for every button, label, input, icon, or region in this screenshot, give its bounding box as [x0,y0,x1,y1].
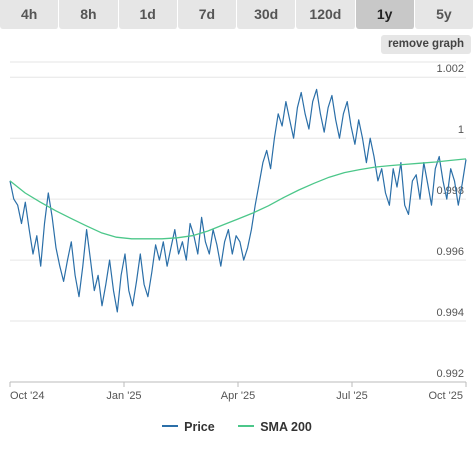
tab-1y[interactable]: 1y [355,0,415,29]
price-series-line [9,88,467,313]
legend-label-price: Price [184,420,215,434]
y-tick-label: 1.002 [436,63,464,75]
tab-5y[interactable]: 5y [414,0,474,29]
tab-8h[interactable]: 8h [59,0,119,29]
y-tick-label: 0.994 [436,307,464,319]
series-lines [9,88,467,313]
legend-label-sma-200: SMA 200 [260,420,312,434]
legend-swatch-sma-200 [238,424,255,427]
x-axis: Oct '24 Jan '25 Apr '25 Jul '25 Oct '25 [9,381,467,402]
legend-swatch-price [162,424,179,427]
tab-4h[interactable]: 4h [0,0,60,29]
tab-120d[interactable]: 120d [296,0,356,29]
legend-item-sma-200[interactable]: SMA 200 [238,420,312,434]
legend: Price SMA 200 [0,420,474,434]
x-tick-label: Apr '25 [221,390,256,402]
legend-item-price[interactable]: Price [162,420,215,434]
y-tick-label: 0.996 [436,246,464,258]
x-tick-label: Jan '25 [106,390,141,402]
remove-graph-button[interactable]: remove graph [380,35,471,54]
y-tick-label: 0.992 [436,368,464,380]
tab-30d[interactable]: 30d [237,0,297,29]
y-tick-label: 1 [458,124,464,136]
sma-200-series-line [9,158,467,240]
x-tick-label: Jul '25 [336,390,367,402]
x-tick-label: Oct '25 [428,390,463,402]
x-tick-label: Oct '24 [10,390,45,402]
range-tabs: 4h 8h 1d 7d 30d 120d 1y 5y [0,0,474,30]
tab-7d[interactable]: 7d [177,0,237,29]
tab-1d[interactable]: 1d [118,0,178,29]
